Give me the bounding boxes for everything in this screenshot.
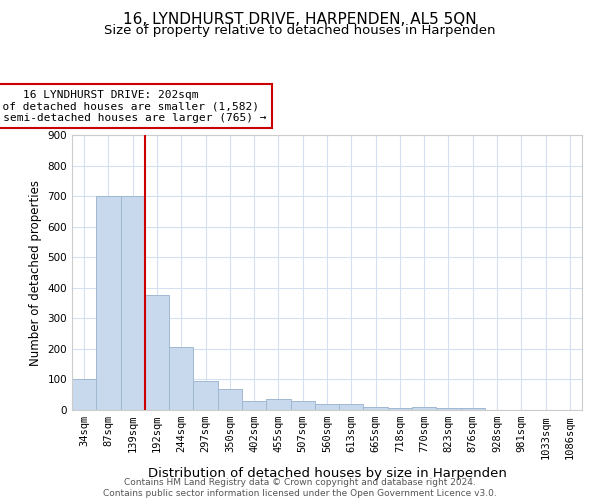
- Bar: [461, 408, 485, 410]
- X-axis label: Distribution of detached houses by size in Harpenden: Distribution of detached houses by size …: [148, 467, 506, 480]
- Bar: [96, 196, 121, 410]
- Text: Contains HM Land Registry data © Crown copyright and database right 2024.
Contai: Contains HM Land Registry data © Crown c…: [103, 478, 497, 498]
- Bar: [193, 381, 218, 410]
- Bar: [364, 407, 388, 410]
- Bar: [436, 408, 461, 410]
- Bar: [218, 388, 242, 410]
- Text: 16 LYNDHURST DRIVE: 202sqm
← 67% of detached houses are smaller (1,582)
32% of s: 16 LYNDHURST DRIVE: 202sqm ← 67% of deta…: [0, 90, 266, 123]
- Bar: [145, 296, 169, 410]
- Bar: [388, 408, 412, 410]
- Bar: [290, 401, 315, 410]
- Bar: [339, 404, 364, 410]
- Y-axis label: Number of detached properties: Number of detached properties: [29, 180, 42, 366]
- Bar: [121, 196, 145, 410]
- Bar: [242, 401, 266, 410]
- Bar: [315, 404, 339, 410]
- Bar: [266, 400, 290, 410]
- Bar: [72, 379, 96, 410]
- Bar: [412, 407, 436, 410]
- Bar: [169, 348, 193, 410]
- Text: Size of property relative to detached houses in Harpenden: Size of property relative to detached ho…: [104, 24, 496, 37]
- Text: 16, LYNDHURST DRIVE, HARPENDEN, AL5 5QN: 16, LYNDHURST DRIVE, HARPENDEN, AL5 5QN: [123, 12, 477, 28]
